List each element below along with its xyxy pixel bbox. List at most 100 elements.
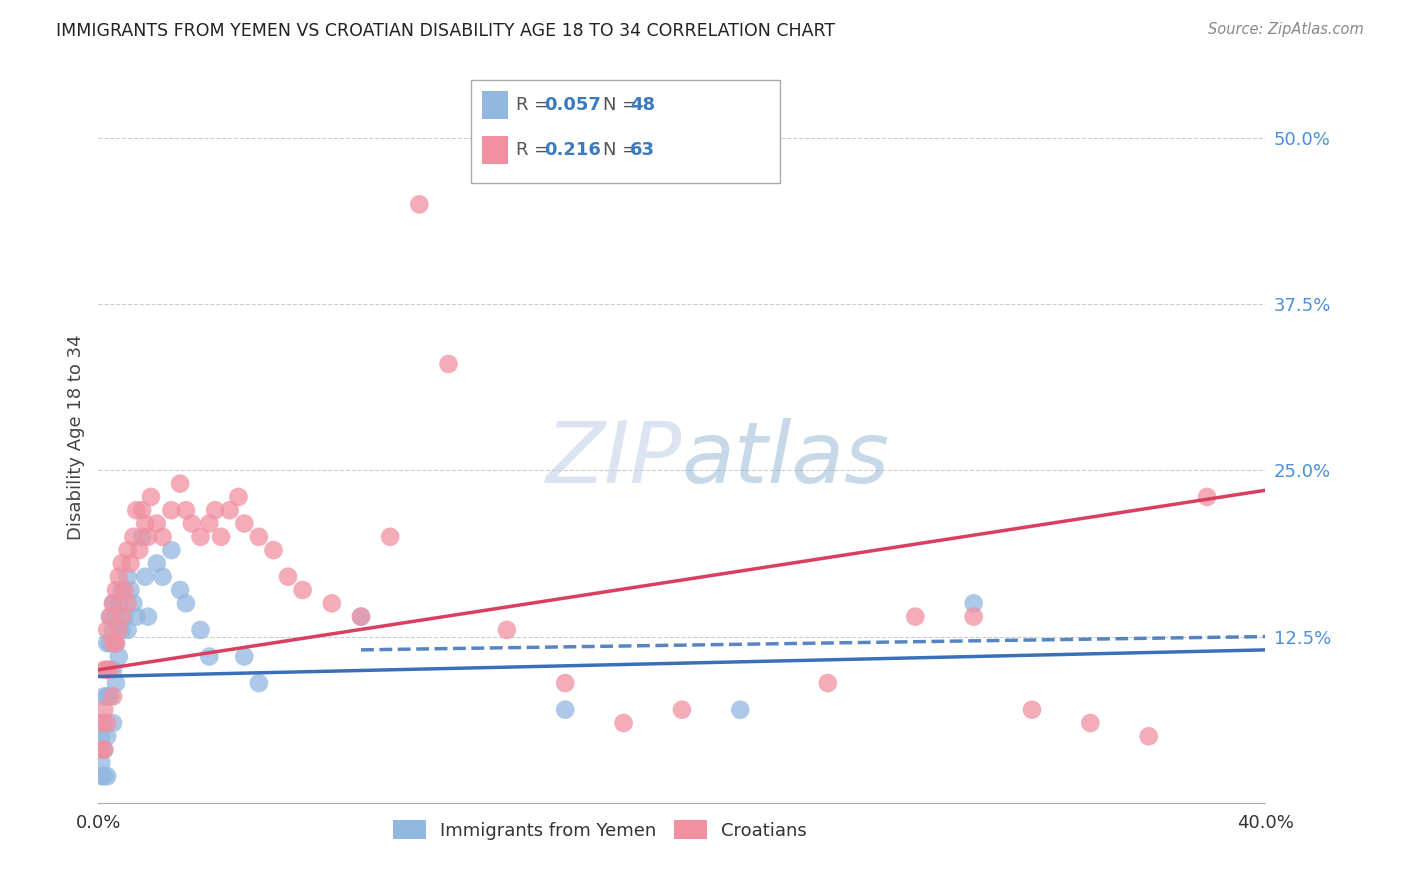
Text: 48: 48 xyxy=(630,96,655,114)
Text: R =: R = xyxy=(516,141,555,159)
Point xyxy=(169,476,191,491)
Point xyxy=(96,636,118,650)
Text: N =: N = xyxy=(603,96,643,114)
Point xyxy=(817,676,839,690)
Point xyxy=(96,690,118,704)
Point xyxy=(93,690,115,704)
Point xyxy=(93,716,115,731)
Point xyxy=(1137,729,1160,743)
Point xyxy=(111,557,134,571)
Point xyxy=(228,490,250,504)
Point xyxy=(125,609,148,624)
Point xyxy=(612,716,634,731)
Point xyxy=(122,596,145,610)
Point xyxy=(93,769,115,783)
Point xyxy=(96,716,118,731)
Point xyxy=(174,503,197,517)
Point xyxy=(96,623,118,637)
Point xyxy=(125,503,148,517)
Point xyxy=(101,636,124,650)
Point xyxy=(962,596,984,610)
Point xyxy=(90,756,112,770)
Point xyxy=(554,676,576,690)
Point xyxy=(554,703,576,717)
Point xyxy=(104,582,127,597)
Point xyxy=(111,582,134,597)
Point xyxy=(131,503,153,517)
Point xyxy=(962,609,984,624)
Point xyxy=(104,676,127,690)
Point xyxy=(277,570,299,584)
Point xyxy=(139,490,162,504)
Point xyxy=(93,663,115,677)
Point xyxy=(104,609,127,624)
Point xyxy=(101,663,124,677)
Point xyxy=(98,663,121,677)
Text: N =: N = xyxy=(603,141,643,159)
Point xyxy=(496,623,519,637)
Point xyxy=(101,690,124,704)
Point xyxy=(380,530,402,544)
Point xyxy=(190,530,212,544)
Point xyxy=(120,557,142,571)
Point xyxy=(350,609,373,624)
Y-axis label: Disability Age 18 to 34: Disability Age 18 to 34 xyxy=(66,334,84,540)
Point xyxy=(1021,703,1043,717)
Point xyxy=(904,609,927,624)
Point xyxy=(111,623,134,637)
Point xyxy=(321,596,343,610)
Point xyxy=(108,649,131,664)
Text: atlas: atlas xyxy=(682,417,890,500)
Text: IMMIGRANTS FROM YEMEN VS CROATIAN DISABILITY AGE 18 TO 34 CORRELATION CHART: IMMIGRANTS FROM YEMEN VS CROATIAN DISABI… xyxy=(56,22,835,40)
Point xyxy=(101,716,124,731)
Point xyxy=(174,596,197,610)
Point xyxy=(96,663,118,677)
Point xyxy=(90,742,112,756)
Point xyxy=(1080,716,1102,731)
Point xyxy=(101,623,124,637)
Point xyxy=(247,530,270,544)
Point xyxy=(131,530,153,544)
Point xyxy=(90,729,112,743)
Point xyxy=(108,596,131,610)
Point xyxy=(101,596,124,610)
Point xyxy=(101,596,124,610)
Point xyxy=(204,503,226,517)
Text: 0.057: 0.057 xyxy=(544,96,600,114)
Point xyxy=(169,582,191,597)
Legend: Immigrants from Yemen, Croatians: Immigrants from Yemen, Croatians xyxy=(384,811,817,848)
Point xyxy=(98,609,121,624)
Point xyxy=(209,530,232,544)
Point xyxy=(730,703,752,717)
Point xyxy=(93,703,115,717)
Point xyxy=(117,596,139,610)
Point xyxy=(146,516,169,531)
Point xyxy=(108,623,131,637)
Point xyxy=(98,609,121,624)
Point xyxy=(134,516,156,531)
Text: ZIP: ZIP xyxy=(546,417,682,500)
Point xyxy=(291,582,314,597)
Point xyxy=(122,530,145,544)
Point xyxy=(437,357,460,371)
Point xyxy=(96,663,118,677)
Point xyxy=(160,503,183,517)
Point xyxy=(93,742,115,756)
Point xyxy=(198,516,221,531)
Point xyxy=(90,769,112,783)
Point xyxy=(136,530,159,544)
Point xyxy=(350,609,373,624)
Point xyxy=(1195,490,1218,504)
Point xyxy=(98,636,121,650)
Point xyxy=(96,769,118,783)
Point xyxy=(108,570,131,584)
Point xyxy=(136,609,159,624)
Point xyxy=(198,649,221,664)
Point xyxy=(146,557,169,571)
Point xyxy=(152,530,174,544)
Point xyxy=(120,582,142,597)
Point xyxy=(160,543,183,558)
Point xyxy=(111,609,134,624)
Point xyxy=(152,570,174,584)
Point xyxy=(114,609,136,624)
